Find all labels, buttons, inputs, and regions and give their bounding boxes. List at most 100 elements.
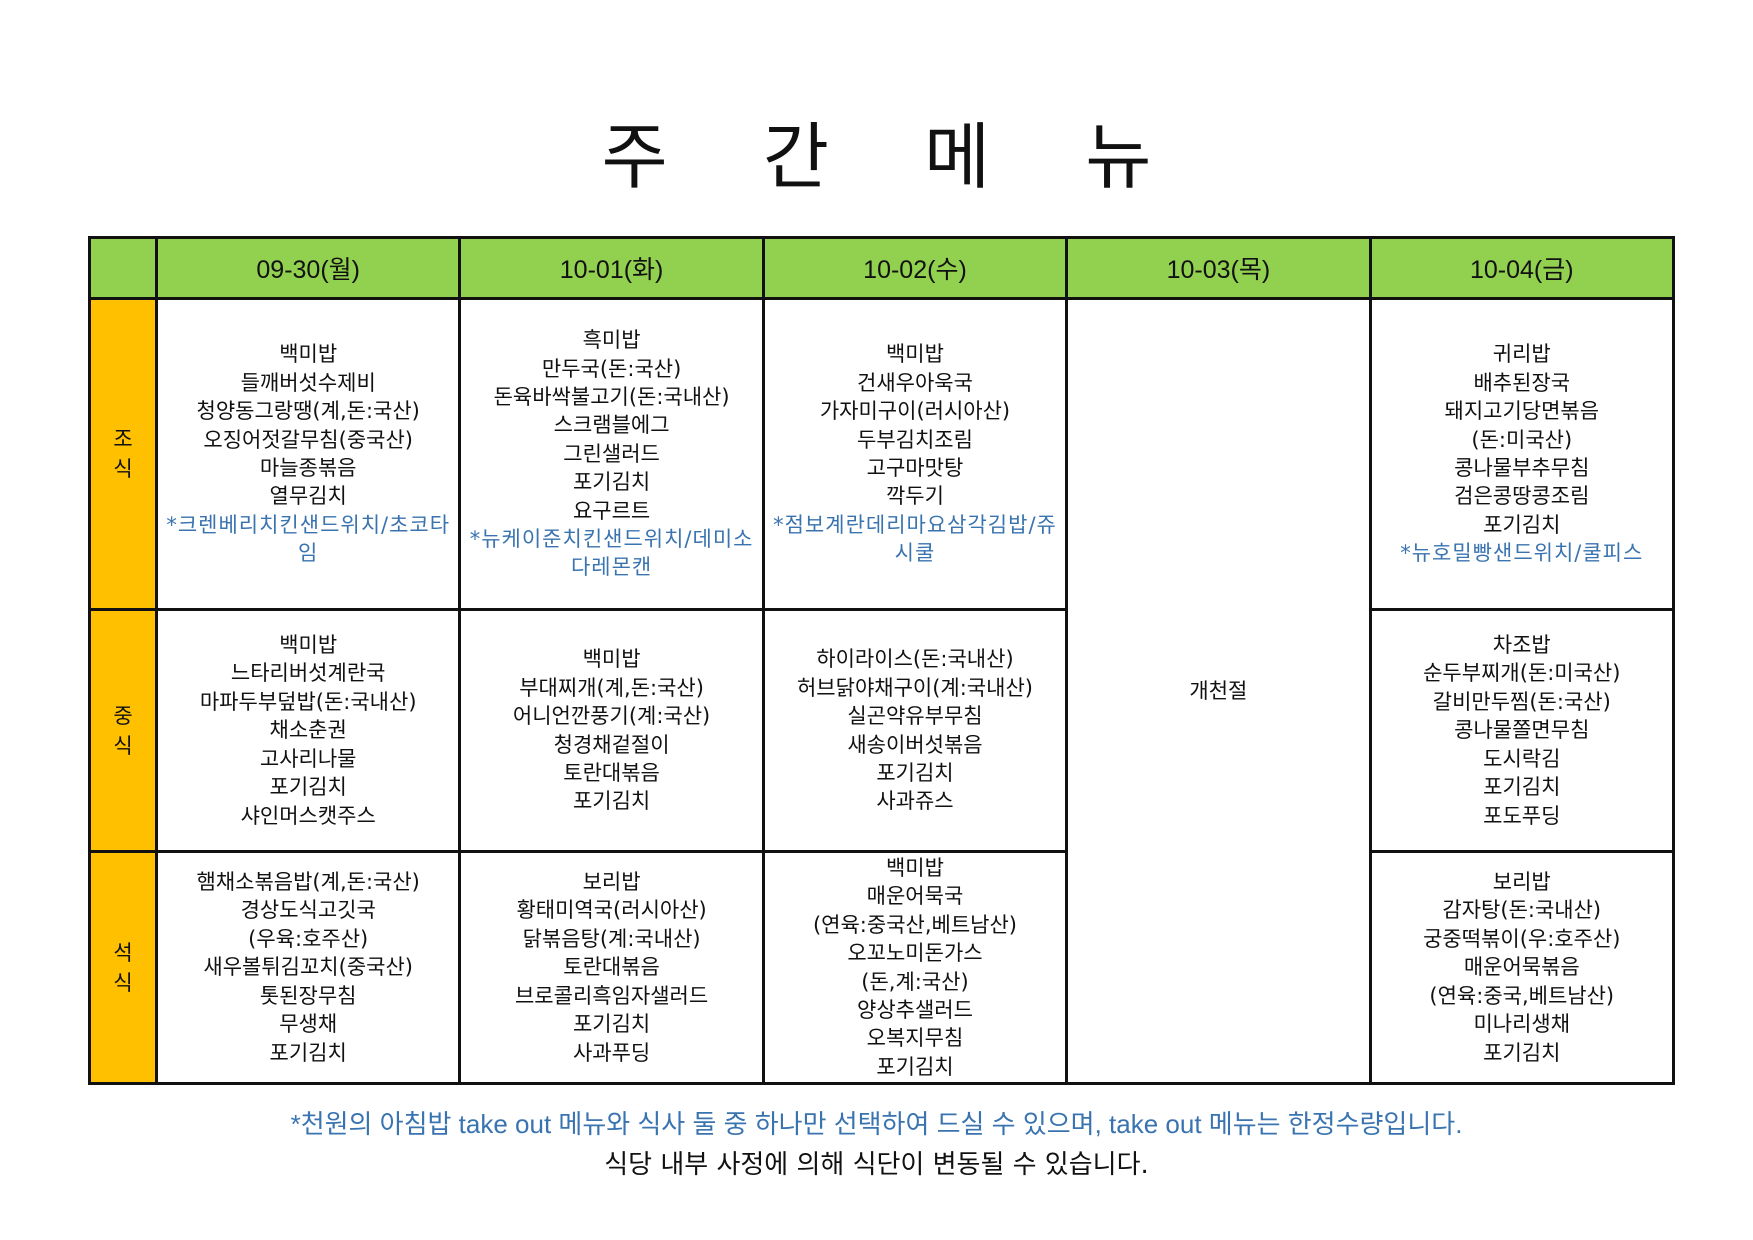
menu-item: 순두부찌개(돈:미국산) bbox=[1423, 661, 1621, 686]
day-header: 10-04(금) bbox=[1368, 236, 1676, 300]
menu-item: 포기김치 bbox=[269, 775, 347, 800]
menu-item: 황태미역국(러시아산) bbox=[516, 898, 707, 923]
menu-item: 백미밥 bbox=[885, 855, 944, 880]
corner-cell bbox=[88, 236, 158, 300]
takeout-item: *뉴호밀빵샌드위치/쿨피스 bbox=[1400, 541, 1644, 566]
takeout-item: *뉴케이준치킨샌드위치/데미소다레몬캔 bbox=[469, 527, 754, 580]
menu-item: 오징어젓갈무침(중국산) bbox=[203, 427, 413, 452]
menu-item: 오복지무침 bbox=[866, 1026, 964, 1051]
header-row: 09-30(월) 10-01(화) 10-02(수) 10-03(목) 10-04(금) bbox=[88, 236, 1676, 300]
menu-item: 흑미밥 bbox=[582, 328, 641, 353]
menu-cell: 흑미밥 만두국(돈:국산) 돈육바싹불고기(돈:국내산) 스크램블에그 그린샐러드 포기김… bbox=[458, 297, 765, 611]
menu-cell: 햄채소볶음밥(계,돈:국산) 경상도식고깃국 (우육:호주산) 새우볼튀김꼬치(중국산… bbox=[154, 850, 462, 1085]
menu-item: 그린샐러드 bbox=[563, 441, 660, 466]
menu-item: 오꼬노미돈가스 bbox=[847, 941, 983, 966]
menu-item: 포기김치 bbox=[269, 1040, 347, 1065]
menu-item: (연육:중국,베트남산) bbox=[1429, 983, 1615, 1008]
menu-item: 무생채 bbox=[279, 1012, 338, 1037]
menu-item: 경상도식고깃국 bbox=[240, 898, 376, 923]
menu-item: 백미밥 bbox=[279, 342, 338, 367]
menu-item: 매운어묵볶음 bbox=[1463, 955, 1580, 980]
menu-cell: 백미밥 건새우아욱국 가자미구이(러시아산) 두부김치조림 고구마맛탕 깍두기 *점보계란데… bbox=[761, 297, 1069, 611]
menu-item: 청양동그랑땡(계,돈:국산) bbox=[196, 399, 420, 424]
menu-item: 포기김치 bbox=[572, 1012, 651, 1037]
menu-item: 청경채겉절이 bbox=[553, 732, 670, 757]
menu-item: 고구마맛탕 bbox=[866, 456, 964, 480]
menu-item: 양상추샐러드 bbox=[857, 997, 973, 1022]
holiday-label: 개천절 bbox=[1189, 678, 1248, 703]
menu-item: 차조밥 bbox=[1492, 633, 1551, 658]
menu-item: 들깨버섯수제비 bbox=[240, 370, 376, 395]
day-header: 10-03(목) bbox=[1065, 236, 1372, 300]
page-title: 주간메뉴 bbox=[601, 115, 1247, 199]
menu-item: 배추된장국 bbox=[1473, 370, 1571, 395]
menu-item: 포도푸딩 bbox=[1483, 803, 1561, 828]
menu-item: 보리밥 bbox=[1492, 870, 1551, 895]
menu-item: 포기김치 bbox=[1483, 512, 1561, 537]
day-header: 10-02(수) bbox=[761, 236, 1069, 300]
menu-item: 열무김치 bbox=[269, 484, 347, 509]
menu-item: 포기김치 bbox=[876, 760, 954, 785]
menu-item: 새우볼튀김꼬치(중국산) bbox=[203, 955, 413, 980]
menu-item: 새송이버섯볶음 bbox=[847, 732, 983, 757]
menu-item: 포기김치 bbox=[1483, 775, 1561, 800]
menu-item: (돈:미국산) bbox=[1471, 427, 1573, 452]
menu-item: 건새우아욱국 bbox=[857, 370, 973, 395]
menu-item: 포기김치 bbox=[572, 789, 651, 814]
takeout-item: *크렌베리치킨샌드위치/초코타임 bbox=[166, 512, 451, 566]
menu-item: 토란대볶음 bbox=[563, 955, 660, 980]
holiday-cell: 개천절 bbox=[1065, 297, 1372, 1085]
menu-item: 토란대볶음 bbox=[563, 760, 660, 785]
menu-item: 요구르트 bbox=[572, 498, 651, 523]
menu-cell: 차조밥 순두부찌개(돈:미국산) 갈비만두찜(돈:국산) 콩나물쫄면무침 도시락김 포기김… bbox=[1368, 608, 1676, 853]
menu-item: 포기김치 bbox=[572, 470, 651, 495]
menu-item: 마파두부덮밥(돈:국내산) bbox=[199, 689, 417, 714]
menu-item: 백미밥 bbox=[582, 647, 641, 672]
menu-cell: 보리밥 황태미역국(러시아산) 닭볶음탕(계:국내산) 토란대볶음 브로콜리흑임자샐러드… bbox=[458, 850, 765, 1085]
menu-item: 사과푸딩 bbox=[572, 1040, 651, 1065]
menu-item: 갈비만두찜(돈:국산) bbox=[1432, 689, 1611, 714]
day-header: 09-30(월) bbox=[154, 236, 462, 300]
menu-item: 허브닭야채구이(계:국내산) bbox=[796, 675, 1033, 700]
menu-item: 느타리버섯계란국 bbox=[230, 661, 386, 686]
menu-item: 백미밥 bbox=[279, 633, 338, 658]
meal-row: 중 식 백미밥 느타리버섯계란국 마파두부덮밥(돈:국내산) 채소춘권 고사리나물 포기김치… bbox=[88, 608, 1676, 853]
meal-label: 중 식 bbox=[88, 608, 158, 853]
menu-item: (돈,계:국산) bbox=[861, 969, 969, 994]
menu-item: 귀리밥 bbox=[1492, 342, 1551, 367]
menu-item: 닭볶음탕(계:국내산) bbox=[522, 926, 701, 951]
menu-item: 돼지고기당면볶음 bbox=[1444, 399, 1600, 424]
menu-item: 백미밥 bbox=[885, 342, 944, 367]
menu-item: 도시락김 bbox=[1483, 746, 1561, 771]
menu-item: 부대찌개(계,돈:국산) bbox=[519, 675, 704, 700]
change-notice: 식당 내부 사정에 의해 식단이 변동될 수 있습니다. bbox=[604, 1150, 1149, 1180]
menu-cell: 하이라이스(돈:국내산) 허브닭야채구이(계:국내산) 실곤약유부무침 새송이버섯볶음… bbox=[761, 608, 1069, 853]
menu-item: (우육:호주산) bbox=[248, 926, 369, 951]
menu-item: 샤인머스캣주스 bbox=[240, 803, 376, 828]
meal-label: 조 식 bbox=[88, 297, 158, 611]
menu-item: 하이라이스(돈:국내산) bbox=[816, 647, 1014, 672]
menu-cell: 백미밥 느타리버섯계란국 마파두부덮밥(돈:국내산) 채소춘권 고사리나물 포기김치 샤인머… bbox=[154, 608, 462, 853]
takeout-item: *점보계란데리마요삼각김밥/쥬시쿨 bbox=[773, 512, 1057, 566]
menu-item: 톳된장무침 bbox=[259, 983, 357, 1008]
day-header: 10-01(화) bbox=[458, 236, 765, 300]
meal-label: 석 식 bbox=[88, 850, 158, 1085]
menu-item: 검은콩땅콩조림 bbox=[1454, 484, 1590, 509]
meal-row: 석 식 햄채소볶음밥(계,돈:국산) 경상도식고깃국 (우육:호주산) 새우볼튀김꼬치(… bbox=[88, 850, 1676, 1085]
menu-item: 콩나물부추무침 bbox=[1454, 456, 1590, 480]
menu-item: 감자탕(돈:국내산) bbox=[1442, 898, 1602, 923]
menu-item: 사과쥬스 bbox=[876, 789, 954, 814]
menu-item: 두부김치조림 bbox=[857, 427, 973, 452]
menu-item: 궁중떡볶이(우:호주산) bbox=[1423, 926, 1621, 951]
menu-item: 미나리생채 bbox=[1473, 1012, 1571, 1037]
menu-item: 깍두기 bbox=[885, 484, 944, 509]
menu-item: 브로콜리흑임자샐러드 bbox=[514, 983, 709, 1008]
menu-item: 돈육바싹불고기(돈:국내산) bbox=[493, 384, 730, 409]
takeout-notice: *천원의 아침밥 take out 메뉴와 식사 둘 중 하나만 선택하여 드실… bbox=[290, 1109, 1463, 1139]
menu-item: 포기김치 bbox=[876, 1054, 954, 1079]
menu-cell: 백미밥 들깨버섯수제비 청양동그랑땡(계,돈:국산) 오징어젓갈무침(중국산) 마늘종볶… bbox=[154, 297, 462, 611]
menu-item: 햄채소볶음밥(계,돈:국산) bbox=[196, 870, 420, 895]
menu-cell: 백미밥 부대찌개(계,돈:국산) 어니언깐풍기(계:국산) 청경채겉절이 토란대볶음 포기… bbox=[458, 608, 765, 853]
